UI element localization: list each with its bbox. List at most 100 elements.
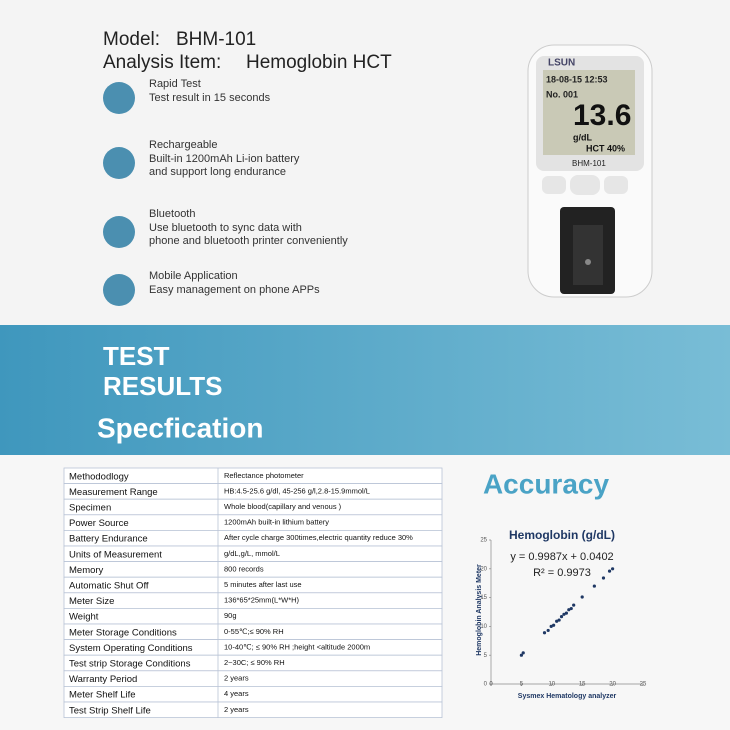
x-tick-label: 10 (548, 682, 555, 688)
table-key: Automatic Shut Off (69, 581, 149, 592)
scatter-point (542, 631, 547, 635)
x-tick-label: 0 (489, 682, 493, 688)
scatter-point (521, 651, 525, 655)
feature-title: Rechargeable (149, 139, 218, 151)
scatter-point (601, 576, 606, 580)
analysis: Hemoglobin HCT (246, 52, 392, 73)
feature-icon (103, 216, 135, 248)
table-key: System Operating Conditions (69, 643, 193, 654)
device-brand: LSUN (548, 58, 575, 69)
scatter-point (611, 567, 615, 571)
table-value: 2 years (224, 705, 249, 714)
device (527, 44, 653, 298)
table-value: After cycle charge 300times,electric qua… (224, 533, 413, 542)
table-key: Methododlogy (69, 471, 129, 482)
feature-title: Rapid Test (149, 78, 201, 90)
feature-desc: phone and bluetooth printer conveniently (149, 235, 348, 247)
feature-desc: Use bluetooth to sync data with (149, 222, 302, 234)
table-value: Reflectance photometer (224, 471, 304, 480)
table-key: Meter Size (69, 596, 114, 607)
table-value: 800 records (224, 564, 264, 573)
model: BHM-101 (176, 29, 256, 50)
equation: y = 0.9987x + 0.0402 (510, 551, 613, 563)
feature-desc: and support long endurance (149, 166, 286, 178)
table-key: Units of Measurement (69, 549, 162, 560)
table-key: Test Strip Shelf Life (69, 705, 151, 716)
table-value: 2 years (224, 674, 249, 683)
x-tick-label: 5 (520, 682, 524, 688)
device-hct: HCT 40% (586, 143, 625, 153)
banner (0, 325, 730, 455)
table-value: 2~30C; ≤ 90% RH (224, 658, 285, 667)
y-tick-label: 0 (484, 682, 488, 688)
table-key: Weight (69, 612, 99, 623)
table-key: Test strip Storage Conditions (69, 659, 191, 670)
table-row (63, 608, 443, 625)
banner-line2: RESULTS (103, 371, 222, 401)
device-number: No. 001 (546, 89, 578, 99)
table-key: Battery Endurance (69, 534, 148, 545)
feature-icon (103, 147, 135, 179)
device-model: BHM-101 (572, 159, 606, 168)
scatter-point (572, 603, 576, 607)
feature-desc: Test result in 15 seconds (149, 92, 271, 104)
feature-desc: Easy management on phone APPs (149, 284, 320, 296)
scatter-point (607, 569, 612, 573)
x-tick-label: 25 (640, 682, 647, 688)
table-key: Power Source (69, 518, 129, 529)
analysis-label: Analysis Item: (103, 52, 221, 73)
table-key: Memory (69, 565, 104, 576)
scatter-point (592, 584, 596, 588)
feature-title: Mobile Application (149, 270, 238, 282)
y-tick-label: 25 (480, 538, 487, 544)
scatter-point (559, 615, 564, 619)
device-datetime: 18-08-15 12:53 (546, 74, 608, 84)
feature-title: Bluetooth (149, 208, 195, 220)
table-key: Measurement Range (69, 487, 158, 498)
feature-icon (103, 274, 135, 306)
x-tick-label: 20 (609, 682, 616, 688)
feature-desc: Built-in 1200mAh Li-ion battery (149, 153, 300, 165)
table-key: Meter Shelf Life (69, 690, 136, 701)
y-tick-label: 20 (480, 566, 487, 572)
banner-line1: TEST (103, 341, 170, 371)
scatter-point (562, 612, 566, 616)
table-key: Warranty Period (69, 674, 137, 685)
y-axis-label: Hemoglobin Analysis Meter (476, 564, 483, 656)
chart-title: Hemoglobin (g/dL) (509, 528, 615, 542)
y-tick-label: 5 (484, 653, 488, 659)
feature-icon (103, 82, 135, 114)
r-squared: R² = 0.9973 (533, 567, 591, 579)
scatter-point (580, 595, 584, 599)
scatter-point (567, 608, 571, 612)
table-value: 5 minutes after last use (224, 580, 302, 589)
table-value: 4 years (224, 689, 249, 698)
scatter-point (564, 611, 568, 615)
model-label: Model: (103, 29, 160, 50)
scatter-point (546, 628, 550, 633)
table-row (63, 701, 443, 719)
table-value: g/dL,g/L, mmol/L (224, 549, 280, 558)
scatter-point (557, 618, 561, 622)
table-value: 136*65*25mm(L*W*H) (224, 596, 300, 605)
x-axis-label: Sysmex Hematology analyzer (518, 693, 617, 700)
table-value: 1200mAh built-in lithium battery (224, 518, 329, 527)
scatter-point (552, 623, 556, 627)
banner-subtitle: Specfication (97, 412, 263, 443)
y-tick-label: 15 (480, 595, 487, 601)
scatter-point (569, 606, 573, 611)
device-unit: g/dL (573, 132, 592, 142)
y-tick-label: 10 (480, 624, 487, 630)
table-value: Whole blood(capillary and venous ) (224, 502, 342, 511)
table-key: Meter Storage Conditions (69, 627, 177, 638)
device-reading: 13.6 (573, 99, 631, 132)
scatter-point (555, 619, 559, 623)
table-key: Specimen (69, 503, 111, 514)
x-tick-label: 15 (579, 682, 586, 688)
table-value: 10-40℃; ≤ 90% RH ;height <altitude 2000m (224, 642, 370, 651)
table-value: 90g (224, 611, 237, 620)
accuracy-heading: Accuracy (483, 468, 610, 499)
table-value: 0-55℃;≤ 90% RH (224, 627, 284, 636)
